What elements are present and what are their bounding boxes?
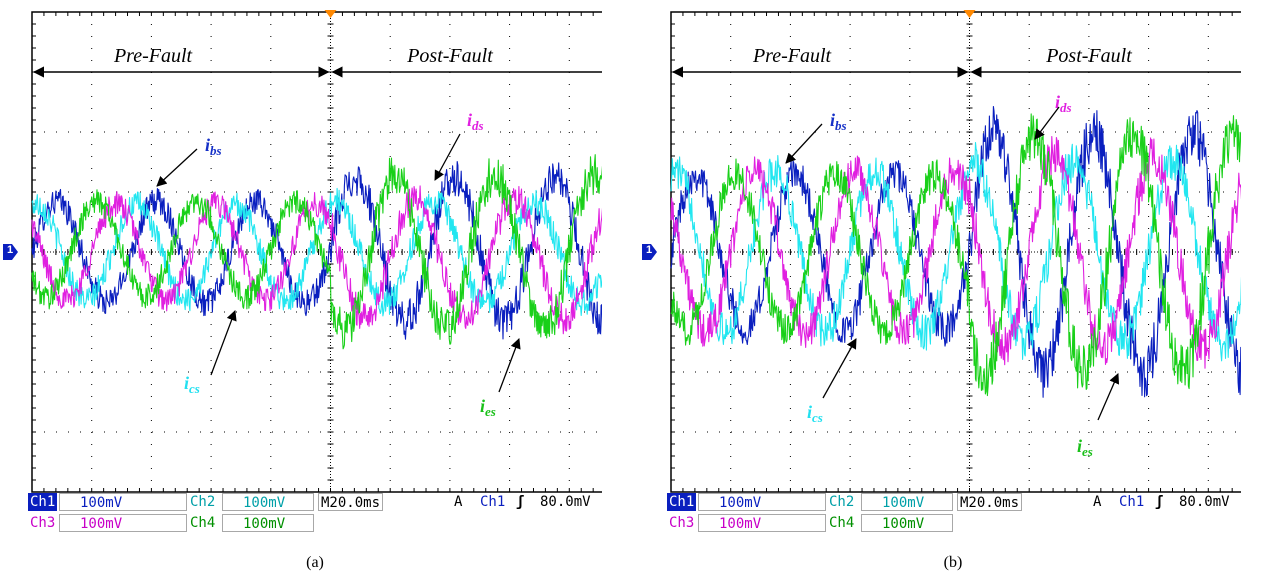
trigger-level: 80.0mV	[1179, 494, 1230, 510]
trace-ch2-ics	[670, 142, 1241, 362]
post-fault-label: Post-Fault	[1045, 45, 1132, 67]
scope-screen-a: Pre-Fault Post-Fault ibs ics ids ies 1	[3, 10, 602, 493]
trigger-slope-icon: ʃ	[516, 494, 525, 510]
trigger-position-marker	[324, 10, 337, 18]
trigger-source: Ch1	[1119, 494, 1145, 510]
label-pointer-arrow	[156, 148, 198, 187]
ch3-scale: 100mV	[698, 514, 826, 532]
ch3-tag: Ch3	[669, 515, 695, 531]
scope-screen-b: Pre-Fault Post-Fault ibs ics ids ies 1	[642, 10, 1241, 493]
timebase: M20.0ms	[957, 493, 1023, 511]
scope-panel-b: Pre-Fault Post-Fault ibs ics ids ies 1 C…	[641, 0, 1241, 581]
pre-fault-label: Pre-Fault	[752, 45, 832, 67]
label-ics: ics	[184, 373, 200, 396]
label-pointer-arrow	[210, 310, 237, 376]
ch2-scale: 100mV	[861, 493, 953, 511]
ch2-tag: Ch2	[190, 494, 216, 510]
ch1-ground-marker-label: 1	[7, 244, 13, 256]
trace-ch3-ids	[670, 135, 1241, 369]
ch3-scale: 100mV	[59, 514, 187, 532]
post-fault-label: Post-Fault	[406, 45, 493, 67]
trigger-source: Ch1	[480, 494, 506, 510]
ch1-ground-marker-label: 1	[646, 244, 652, 256]
trigger-level: 80.0mV	[540, 494, 591, 510]
ch4-tag: Ch4	[190, 515, 216, 531]
scope-panel-a: Pre-Fault Post-Fault ibs ics ids ies 1 C…	[2, 0, 602, 581]
ch1-scale: 100mV	[698, 493, 826, 511]
trace-ch4-ies	[670, 113, 1241, 397]
pre-fault-label: Pre-Fault	[113, 45, 193, 67]
figure-caption-a: (a)	[306, 554, 324, 571]
label-ics: ics	[807, 402, 823, 425]
ch4-tag: Ch4	[829, 515, 855, 531]
label-pointer-arrow	[498, 338, 521, 393]
trigger-mode: A	[454, 494, 463, 510]
trigger-slope-icon: ʃ	[1155, 494, 1164, 510]
label-pointer-arrow	[434, 133, 461, 181]
label-ibs: ibs	[830, 110, 847, 133]
trace-ch4-ies	[31, 154, 602, 350]
label-pointer-arrow	[1097, 373, 1120, 421]
figure-caption-b: (b)	[943, 554, 963, 571]
trace-ch1-ibs	[31, 161, 602, 340]
label-pointer-arrow	[1034, 106, 1060, 140]
label-ids: ids	[1055, 92, 1072, 115]
label-pointer-arrow	[822, 338, 857, 399]
trigger-position-marker	[963, 10, 976, 18]
ch1-tag: Ch1	[667, 493, 697, 511]
trigger-mode: A	[1093, 494, 1102, 510]
trace-ch3-ids	[31, 185, 602, 335]
ch3-tag: Ch3	[30, 515, 56, 531]
label-ies: ies	[1077, 436, 1093, 459]
ch1-ground-marker	[642, 244, 657, 260]
ch1-scale: 100mV	[59, 493, 187, 511]
ch1-tag: Ch1	[28, 493, 58, 511]
trace-ch1-ibs	[670, 105, 1241, 398]
ch2-scale: 100mV	[222, 493, 314, 511]
ch2-tag: Ch2	[829, 494, 855, 510]
timebase: M20.0ms	[318, 493, 384, 511]
ch4-scale: 100mV	[222, 514, 314, 532]
ch4-scale: 100mV	[861, 514, 953, 532]
label-pointer-arrow	[785, 123, 823, 164]
ch1-ground-marker	[3, 244, 18, 260]
label-ids: ids	[467, 110, 484, 133]
label-ies: ies	[480, 396, 496, 419]
label-ibs: ibs	[205, 135, 222, 158]
